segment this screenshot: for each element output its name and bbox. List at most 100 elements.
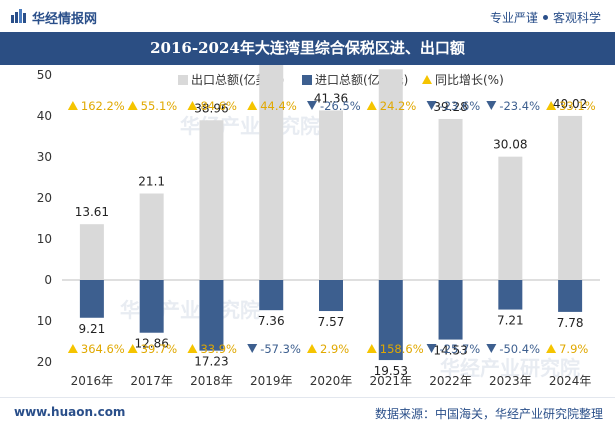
import-value-label: 7.21 [497,314,524,328]
down-triangle-icon [307,101,317,110]
export-bar [558,115,583,280]
growth-export-label: 24.2% [380,99,417,113]
import-value-label: 17.23 [194,355,228,369]
import-bar [79,280,104,318]
watermark-text: 华经产业研究院 [440,356,580,380]
up-triangle-icon [67,101,78,110]
down-triangle-icon [247,344,258,353]
export-bar [79,224,104,280]
x-tick-label: 2016年 [71,374,114,388]
growth-export-label: 55.1% [141,99,178,113]
import-bar [319,280,343,312]
up-triangle-icon [247,101,258,110]
slogan-left: 专业严谨 [489,11,538,25]
up-triangle-icon [67,344,78,353]
import-value-label: 7.36 [258,314,285,328]
growth-export-label: -23.4% [499,99,540,113]
x-tick-label: 2024年 [549,374,592,388]
down-triangle-icon [426,101,437,110]
legend-swatch-import [302,75,312,85]
import-value-label: 7.57 [318,315,345,329]
export-bar [438,118,463,280]
up-triangle-icon [187,101,198,110]
growth-import-label: 7.9% [559,342,588,356]
footer: www.huaon.com 数据来源：中国海关，华经产业研究院整理 [0,397,615,427]
export-value-label: 38.96 [194,101,228,115]
legend-label-growth: 同比增长(%) [435,73,504,87]
export-bar [319,110,343,280]
labels: 13.61 9.21 162.2% 364.6% 21.1 12.86 55.1% 39.7%… [67,91,596,378]
export-value-label: 13.61 [75,205,109,219]
logo-icon [11,9,26,23]
growth-export-label: 44.4% [260,99,297,113]
down-triangle-icon [426,344,437,353]
import-value-label: 12.86 [134,337,168,351]
export-bar [378,69,403,280]
x-tick-label: 2017年 [130,374,173,388]
export-value-label: 40.02 [553,97,587,111]
y-tick-label: 20 [37,191,52,205]
up-triangle-icon [127,344,138,353]
up-triangle-icon [307,344,317,353]
x-tick-label: 2021年 [370,374,413,388]
import-value-label: 9.21 [79,322,106,336]
title-bar: 2016-2024年大连湾里综合保税区进、出口额 [0,32,615,65]
growth-export-label: 33.1% [559,99,596,113]
growth-import-label: -25.7% [440,342,481,356]
x-tick-label: 2020年 [310,374,353,388]
slogan-right: 客观科学 [552,11,601,25]
x-tick-label: 2023年 [489,374,532,388]
export-value-label: 21.1 [138,174,165,188]
export-value-label: 41.36 [314,91,348,105]
growth-import-label: -50.4% [499,342,540,356]
legend: 出口总额(亿美元) 进口总额(亿美元) 同比增长(%) [178,72,504,87]
legend-swatch-export [178,75,188,85]
import-bar [199,280,224,351]
logo-text: 华经情报网 [32,12,98,27]
export-value-label: 30.08 [493,138,527,152]
y-tick-label: 30 [37,396,52,397]
import-bar [139,280,164,333]
up-triangle-icon [546,344,557,353]
up-triangle-icon [127,101,138,110]
growth-export-label: 84.6% [200,99,237,113]
data-source: 数据来源：中国海关，华经产业研究院整理 [374,407,603,421]
down-triangle-icon [486,101,497,110]
import-bar [259,280,284,311]
chart-title: 2016-2024年大连湾里综合保税区进、出口额 [150,39,465,57]
y-tick-label: 40 [37,109,52,123]
y-tick-label: 50 [37,68,52,82]
y-tick-label: 30 [37,150,52,164]
growth-import-label: 364.6% [81,342,125,356]
import-bar [498,280,523,310]
legend-triangle-icon [422,75,432,84]
up-triangle-icon [366,101,377,110]
y-tick-label: 10 [37,314,52,328]
import-value-label: 7.78 [557,316,584,330]
export-bar [199,120,224,280]
x-tick-label: 2019年 [250,374,293,388]
y-tick-label: 10 [37,232,52,246]
y-tick-label: 20 [37,355,52,369]
export-bar [259,65,284,280]
growth-import-label: 158.6% [380,342,424,356]
down-triangle-icon [486,344,497,353]
site-link[interactable]: www.huaon.com [14,405,126,419]
import-bar [558,280,583,312]
export-value-label: 39.28 [433,100,467,114]
x-tick-label: 2022年 [429,374,472,388]
growth-export-label: -26.5% [320,99,361,113]
slogan: 专业严谨 客观科学 [490,9,601,26]
y-tick-label: 0 [44,273,52,287]
growth-export-label: -23.6% [440,99,481,113]
import-bar [378,280,403,361]
up-triangle-icon [366,344,377,353]
growth-import-label: -57.3% [260,342,301,356]
x-tick-label: 2018年 [190,374,233,388]
import-bar [438,280,463,340]
growth-import-label: 33.9% [200,342,237,356]
growth-import-label: 2.9% [320,342,349,356]
export-bar [498,156,523,280]
slogan-dot-icon [542,15,548,20]
